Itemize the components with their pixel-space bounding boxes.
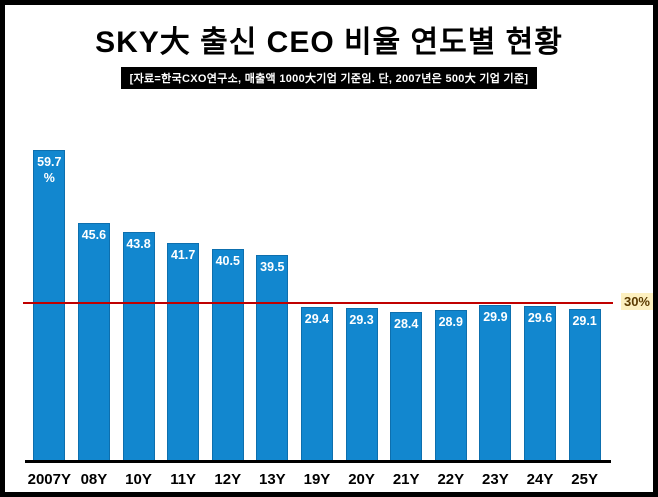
bar-slot: 40.5 xyxy=(205,148,250,460)
bar-10Y: 43.8 xyxy=(122,232,155,460)
bar-24Y: 29.6 xyxy=(524,306,556,460)
x-axis-label-12Y: 12Y xyxy=(214,470,242,488)
x-axis-label-25Y: 25Y xyxy=(571,470,598,488)
bar-slot: 29.9 xyxy=(473,148,518,460)
plot-area: 59.7 % 45.6 43.8 41.7 40.5 39.5 29.4 29.3 28.4 28… xyxy=(23,148,653,492)
bars-container: 59.7 % 45.6 43.8 41.7 40.5 39.5 29.4 29.3 28.4 28… xyxy=(27,148,607,460)
bar-value-label: 29.9 xyxy=(483,310,508,324)
bar-11Y: 41.7 xyxy=(167,243,200,460)
x-axis-label-20Y: 20Y xyxy=(348,470,375,488)
bar-21Y: 28.4 xyxy=(390,312,423,460)
reference-line-label: 30% xyxy=(620,293,653,310)
x-axis-label-11Y: 11Y xyxy=(170,470,197,488)
bar-slot: 59.7 % xyxy=(27,148,72,460)
bar-slot: 29.6 xyxy=(518,148,563,460)
x-axis-label-2007Y: 2007Y xyxy=(27,470,71,488)
bar-slot: 29.3 xyxy=(339,148,384,460)
x-axis-baseline xyxy=(25,460,611,463)
bar-value-label: 40.5 xyxy=(215,254,240,268)
chart-title: SKY大 출신 CEO 비율 연도별 현황 xyxy=(95,26,563,59)
reference-line-30pct: 30% xyxy=(23,293,653,310)
bar-value-label: 29.6 xyxy=(527,311,553,325)
bar-value-label: 43.8 xyxy=(126,237,151,251)
x-axis-labels: 2007Y 08Y 10Y 11Y 12Y 13Y 19Y 20Y 21Y 22Y 23Y 24Y 25… xyxy=(27,465,607,492)
bar-08Y: 45.6 xyxy=(77,223,110,460)
bar-slot: 29.4 xyxy=(295,148,340,460)
chart-subtitle-wrap: [자료=한국CXO연구소, 매출액 1000大기업 기준임. 단, 2007년은… xyxy=(5,67,653,89)
x-axis-label-19Y: 19Y xyxy=(303,470,331,488)
bar-value-label: 29.1 xyxy=(572,314,597,328)
bar-value-label: 29.4 xyxy=(304,312,330,326)
bar-value-label: 41.7 xyxy=(170,248,196,262)
bar-20Y: 29.3 xyxy=(345,308,378,460)
bar-slot: 29.1 xyxy=(562,148,607,460)
x-axis-label-21Y: 21Y xyxy=(392,470,420,488)
bar-12Y: 40.5 xyxy=(211,249,244,460)
bar-slot: 39.5 xyxy=(250,148,295,460)
bar-slot: 43.8 xyxy=(116,148,161,460)
bar-25Y: 29.1 xyxy=(568,309,601,460)
bar-slot: 45.6 xyxy=(72,148,117,460)
x-axis-label-08Y: 08Y xyxy=(80,470,108,488)
x-axis-label-10Y: 10Y xyxy=(125,470,152,488)
x-axis-label-13Y: 13Y xyxy=(259,470,286,488)
bar-value-label: 28.9 xyxy=(438,315,463,329)
bar-slot: 41.7 xyxy=(161,148,206,460)
bar-22Y: 28.9 xyxy=(434,310,467,460)
bar-13Y: 39.5 xyxy=(256,255,289,460)
bar-value-label: 59.7 % xyxy=(37,155,62,185)
x-axis-label-23Y: 23Y xyxy=(482,470,509,488)
bar-23Y: 29.9 xyxy=(479,305,512,460)
x-axis-label-22Y: 22Y xyxy=(437,470,465,488)
bar-slot: 28.4 xyxy=(384,148,429,460)
bar-value-label: 29.3 xyxy=(349,313,374,327)
bar-slot: 28.9 xyxy=(428,148,473,460)
bar-2007Y: 59.7 % xyxy=(33,150,66,460)
bar-value-label: 39.5 xyxy=(260,260,285,274)
bar-value-label: 28.4 xyxy=(394,317,419,331)
bar-19Y: 29.4 xyxy=(300,307,333,460)
x-axis-label-24Y: 24Y xyxy=(526,470,554,488)
chart-source-note: [자료=한국CXO연구소, 매출액 1000大기업 기준임. 단, 2007년은… xyxy=(120,67,538,89)
bar-value-label: 45.6 xyxy=(81,228,107,242)
